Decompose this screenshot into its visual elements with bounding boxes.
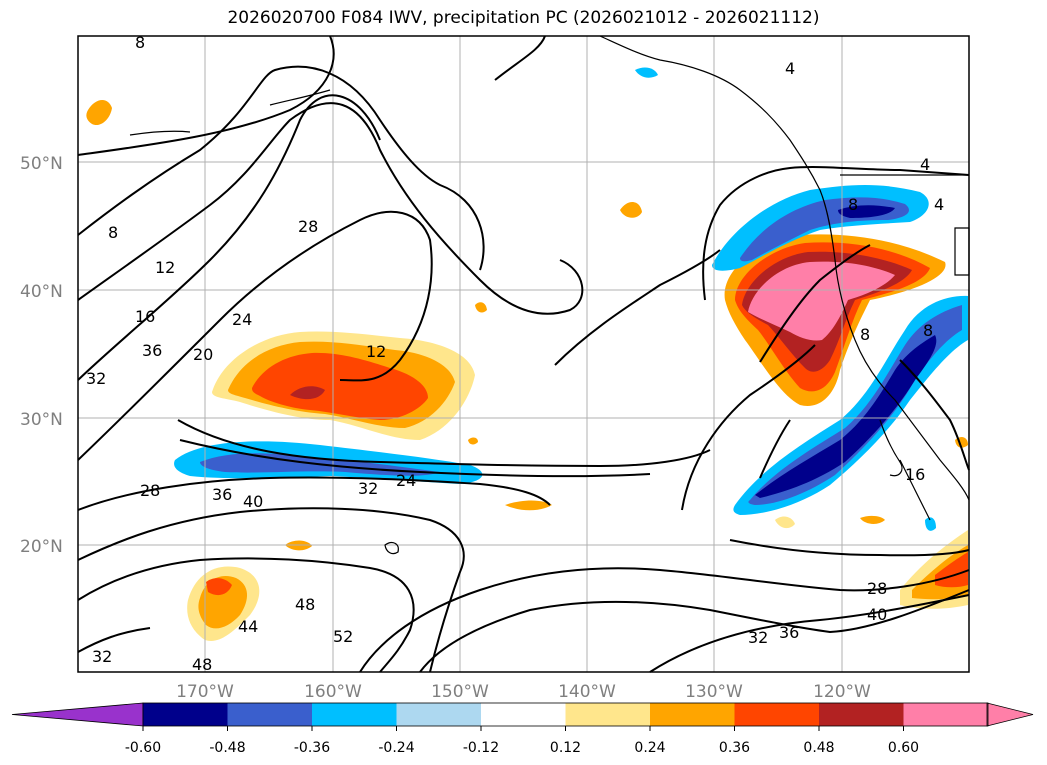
contour-label: 28 bbox=[298, 217, 318, 236]
colorbar-box bbox=[143, 703, 228, 726]
colorbar-tick-label: 0.48 bbox=[803, 740, 834, 756]
contour-label: 48 bbox=[192, 655, 212, 674]
contour-label: 8 bbox=[135, 33, 145, 52]
contour-label: 32 bbox=[748, 628, 768, 647]
contour-label: 4 bbox=[920, 155, 930, 174]
contour-label: 8 bbox=[848, 195, 858, 214]
colorbar-box bbox=[481, 703, 566, 726]
colorbar-extend-max bbox=[986, 702, 1034, 727]
lon-label: 160°W bbox=[304, 682, 362, 702]
contour-label: 44 bbox=[238, 617, 258, 636]
lat-label: 20°N bbox=[20, 537, 63, 557]
contour-label: 32 bbox=[358, 479, 378, 498]
colorbar-box bbox=[227, 703, 312, 726]
lon-label: 140°W bbox=[558, 682, 616, 702]
contour-label: 36 bbox=[212, 485, 232, 504]
colorbar-tick-label: -0.48 bbox=[209, 740, 245, 756]
colorbar-tick-label: -0.12 bbox=[463, 740, 499, 756]
contour-label: 24 bbox=[232, 310, 252, 329]
longitude-labels: 170°W 160°W 150°W 140°W 130°W 120°W bbox=[176, 682, 871, 702]
precip-shading bbox=[86, 67, 968, 641]
latitude-labels: 50°N 40°N 30°N 20°N bbox=[20, 154, 63, 557]
contour-label: 4 bbox=[934, 195, 944, 214]
contour-label: 52 bbox=[333, 627, 353, 646]
contour-label: 16 bbox=[905, 465, 925, 484]
lon-label: 120°W bbox=[813, 682, 871, 702]
lon-label: 150°W bbox=[431, 682, 489, 702]
contour-labels: 8 8 12 16 20 24 28 36 32 12 28 36 40 32 … bbox=[86, 33, 944, 674]
contour-label: 12 bbox=[366, 342, 386, 361]
colorbar-box bbox=[903, 703, 988, 726]
lat-label: 30°N bbox=[20, 410, 63, 430]
lon-label: 170°W bbox=[176, 682, 234, 702]
graticule bbox=[78, 36, 969, 672]
contour-label: 28 bbox=[140, 481, 160, 500]
contour-label: 8 bbox=[108, 223, 118, 242]
contour-label: 36 bbox=[779, 623, 799, 642]
lat-label: 50°N bbox=[20, 154, 63, 174]
colorbar-box bbox=[312, 703, 397, 726]
contour-label: 12 bbox=[155, 258, 175, 277]
iwv-contours bbox=[77, 35, 970, 673]
colorbar-tick-label: -0.24 bbox=[378, 740, 414, 756]
colorbar-tick-label: 0.12 bbox=[550, 740, 581, 756]
colorbar-tick-label: -0.60 bbox=[125, 740, 161, 756]
contour-label: 28 bbox=[867, 579, 887, 598]
contour-label: 32 bbox=[86, 369, 106, 388]
contour-label: 32 bbox=[92, 647, 112, 666]
colorbar: -0.60 -0.48 -0.36 -0.24 -0.12 0.12 0.24 0.36 0.4… bbox=[11, 702, 1034, 756]
contour-label: 48 bbox=[295, 595, 315, 614]
contour-label: 36 bbox=[142, 341, 162, 360]
contour-label: 40 bbox=[867, 605, 887, 624]
contour-label: 20 bbox=[193, 345, 213, 364]
lon-label: 130°W bbox=[685, 682, 743, 702]
colorbar-box bbox=[819, 703, 904, 726]
contour-label: 40 bbox=[243, 492, 263, 511]
contour-label: 16 bbox=[135, 307, 155, 326]
colorbar-box bbox=[734, 703, 819, 726]
lat-label: 40°N bbox=[20, 282, 63, 302]
map-title: 2026020700 F084 IWV, precipitation PC (2… bbox=[227, 8, 820, 28]
colorbar-box bbox=[396, 703, 481, 726]
contour-label: 24 bbox=[396, 471, 416, 490]
colorbar-tick-label: 0.36 bbox=[719, 740, 750, 756]
colorbar-tick-label: 0.60 bbox=[888, 740, 919, 756]
colorbar-tick-label: 0.24 bbox=[634, 740, 665, 756]
contour-label: 4 bbox=[785, 59, 795, 78]
colorbar-extend-min bbox=[11, 702, 144, 727]
contour-label: 8 bbox=[923, 321, 933, 340]
colorbar-box bbox=[565, 703, 650, 726]
colorbar-box bbox=[650, 703, 735, 726]
map-frame bbox=[77, 35, 970, 673]
colorbar-tick-label: -0.36 bbox=[294, 740, 330, 756]
contour-label: 8 bbox=[860, 325, 870, 344]
